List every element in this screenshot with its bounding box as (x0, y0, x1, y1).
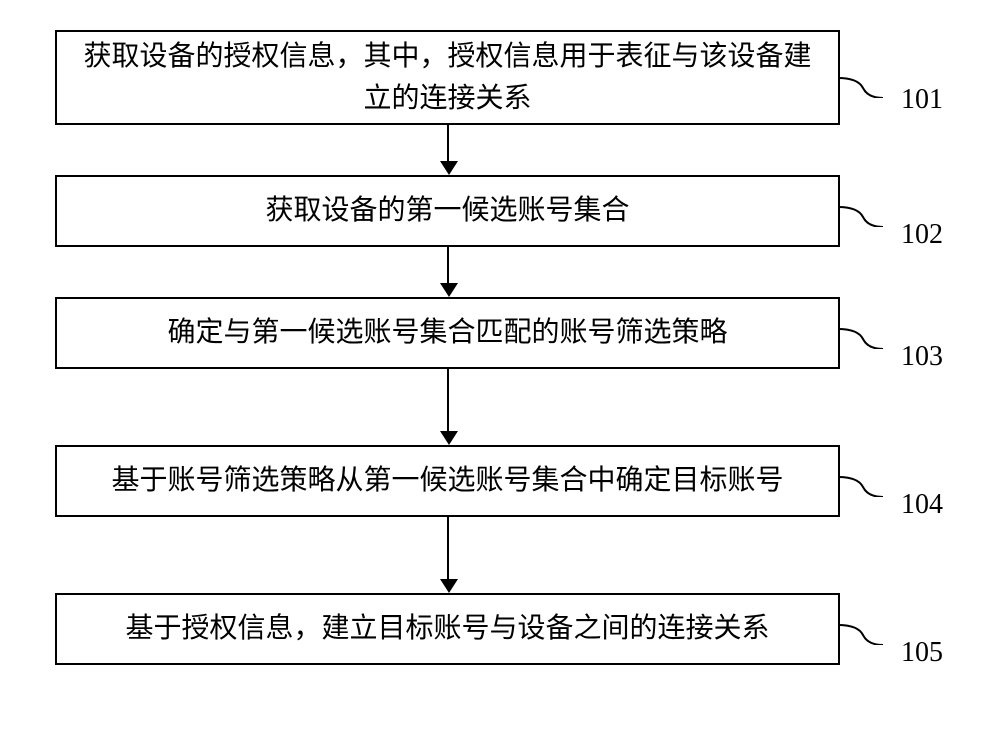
step-text-105: 基于授权信息，建立目标账号与设备之间的连接关系 (125, 608, 769, 650)
arrow-head-1 (440, 161, 458, 175)
step-box-104: 基于账号筛选策略从第一候选账号集合中确定目标账号 104 (55, 445, 840, 517)
step-box-102: 获取设备的第一候选账号集合 102 (55, 175, 840, 247)
step-label-105: 105 (901, 637, 943, 669)
step-box-103: 确定与第一候选账号集合匹配的账号筛选策略 103 (55, 297, 840, 369)
step-label-102: 102 (901, 219, 943, 251)
arrow-3 (447, 369, 449, 431)
label-connector-102 (838, 197, 883, 227)
label-connector-105 (838, 615, 883, 645)
step-label-101: 101 (901, 84, 943, 116)
step-box-105: 基于授权信息，建立目标账号与设备之间的连接关系 105 (55, 593, 840, 665)
arrow-head-4 (440, 579, 458, 593)
arrow-2 (447, 247, 449, 283)
arrow-head-3 (440, 431, 458, 445)
step-text-104: 基于账号筛选策略从第一候选账号集合中确定目标账号 (111, 460, 783, 502)
label-connector-101 (838, 68, 883, 98)
arrow-head-2 (440, 283, 458, 297)
label-connector-103 (838, 319, 883, 349)
step-text-103: 确定与第一候选账号集合匹配的账号筛选策略 (167, 312, 727, 354)
arrow-4 (447, 517, 449, 579)
arrow-1 (447, 125, 449, 161)
step-label-103: 103 (901, 341, 943, 373)
step-box-101: 获取设备的授权信息，其中，授权信息用于表征与该设备建立的连接关系 101 (55, 30, 840, 125)
label-connector-104 (838, 467, 883, 497)
step-label-104: 104 (901, 489, 943, 521)
step-text-101: 获取设备的授权信息，其中，授权信息用于表征与该设备建立的连接关系 (77, 36, 818, 120)
step-text-102: 获取设备的第一候选账号集合 (265, 190, 629, 232)
